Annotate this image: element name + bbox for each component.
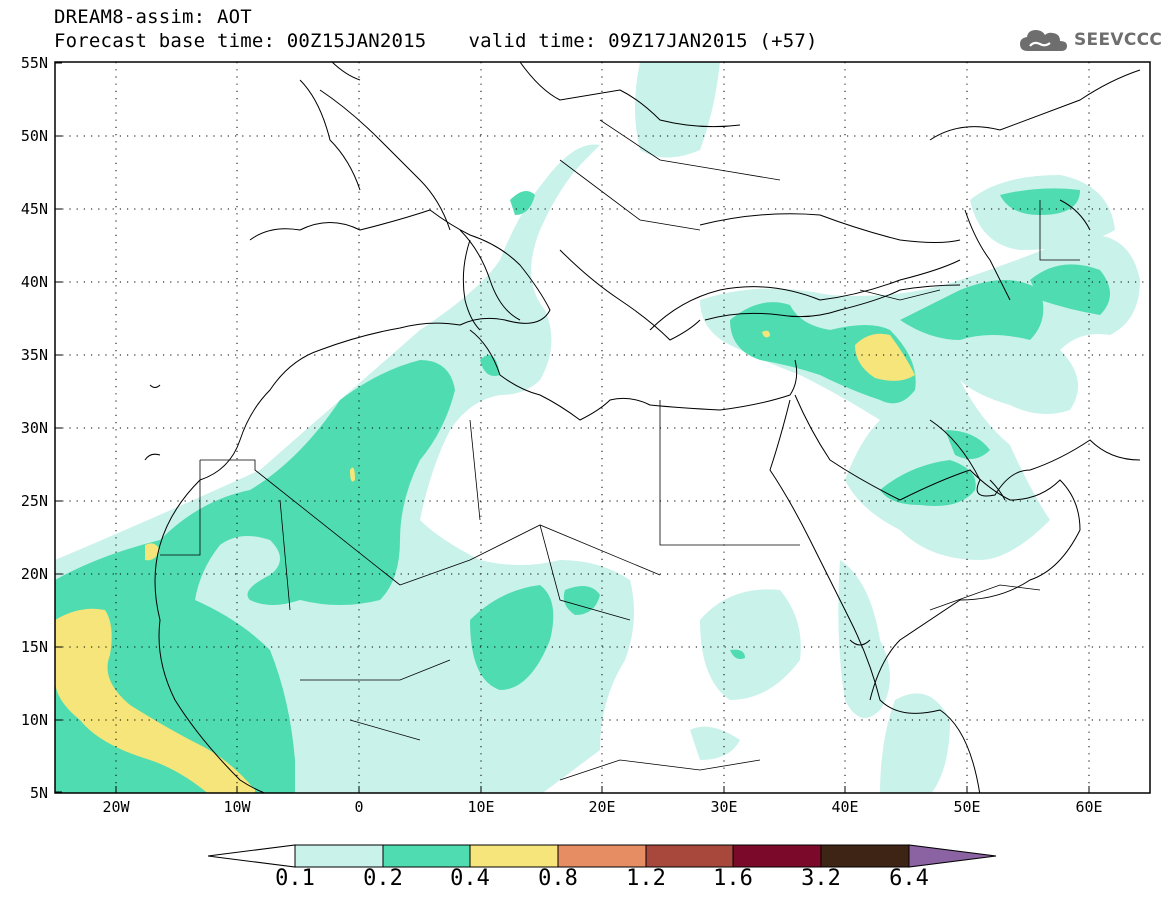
colorbar-label: 0.4: [450, 866, 490, 891]
colorbar-label: 0.1: [275, 866, 315, 891]
coastlines: [144, 62, 1141, 793]
colorbar-arrow-right: [908, 844, 997, 868]
lat-label: 25N: [21, 492, 48, 510]
seevccc-logo: SEEVCCC: [1018, 26, 1162, 54]
axis-ticks: [55, 62, 1090, 793]
lon-label: 50E: [953, 798, 980, 816]
colorbar-label: 1.2: [626, 866, 666, 891]
colorbar-swatch: [294, 844, 384, 868]
lat-label: 30N: [21, 419, 48, 437]
lat-label: 15N: [21, 638, 48, 656]
colorbar-swatch: [732, 844, 822, 868]
logo-text: SEEVCCC: [1074, 30, 1163, 50]
colorbar-swatch: [382, 844, 471, 868]
colorbar-label: 0.2: [363, 866, 403, 891]
map-title: DREAM8-assim: AOT: [54, 6, 252, 28]
lat-label: 55N: [21, 54, 48, 72]
lat-label: 35N: [21, 346, 48, 364]
lon-label: 10E: [467, 798, 494, 816]
aot-high-regions: [55, 330, 915, 793]
lat-label: 5N: [30, 784, 48, 802]
colorbar-label: 3.2: [801, 866, 841, 891]
borders: [160, 119, 1080, 781]
lat-label: 10N: [21, 711, 48, 729]
colorbar: [207, 844, 997, 868]
base-time: Forecast base time: 00Z15JAN2015: [54, 30, 427, 52]
time-info: Forecast base time: 00Z15JAN2015 valid ti…: [54, 30, 818, 52]
colorbar-swatch: [469, 844, 559, 868]
cloud-icon: [1020, 30, 1067, 51]
lat-label: 40N: [21, 273, 48, 291]
lon-label: 20W: [102, 798, 130, 816]
lon-label: 20E: [588, 798, 615, 816]
aot-medium-regions: [55, 188, 1110, 793]
lat-label: 20N: [21, 565, 48, 583]
graticule: [55, 62, 1150, 793]
colorbar-swatch: [645, 844, 734, 868]
lon-label: 10W: [223, 798, 251, 816]
valid-time: valid time: 09Z17JAN2015 (+57): [468, 30, 818, 52]
lat-labels: 55N 50N 45N 40N 35N 30N 25N 20N 15N 10N …: [21, 54, 48, 802]
colorbar-label: 6.4: [889, 866, 929, 891]
lat-label: 50N: [21, 127, 48, 145]
lon-label: 60E: [1075, 798, 1102, 816]
lon-label: 30E: [710, 798, 737, 816]
lon-labels: 20W 10W 0 10E 20E 30E 40E 50E 60E: [102, 798, 1102, 816]
colorbar-label: 0.8: [538, 866, 578, 891]
colorbar-label: 1.6: [713, 866, 753, 891]
lon-label: 0: [354, 798, 363, 816]
colorbar-arrow-left: [207, 844, 296, 868]
colorbar-swatch: [820, 844, 910, 868]
colorbar-swatch: [557, 844, 647, 868]
lat-label: 45N: [21, 200, 48, 218]
lon-label: 40E: [831, 798, 858, 816]
